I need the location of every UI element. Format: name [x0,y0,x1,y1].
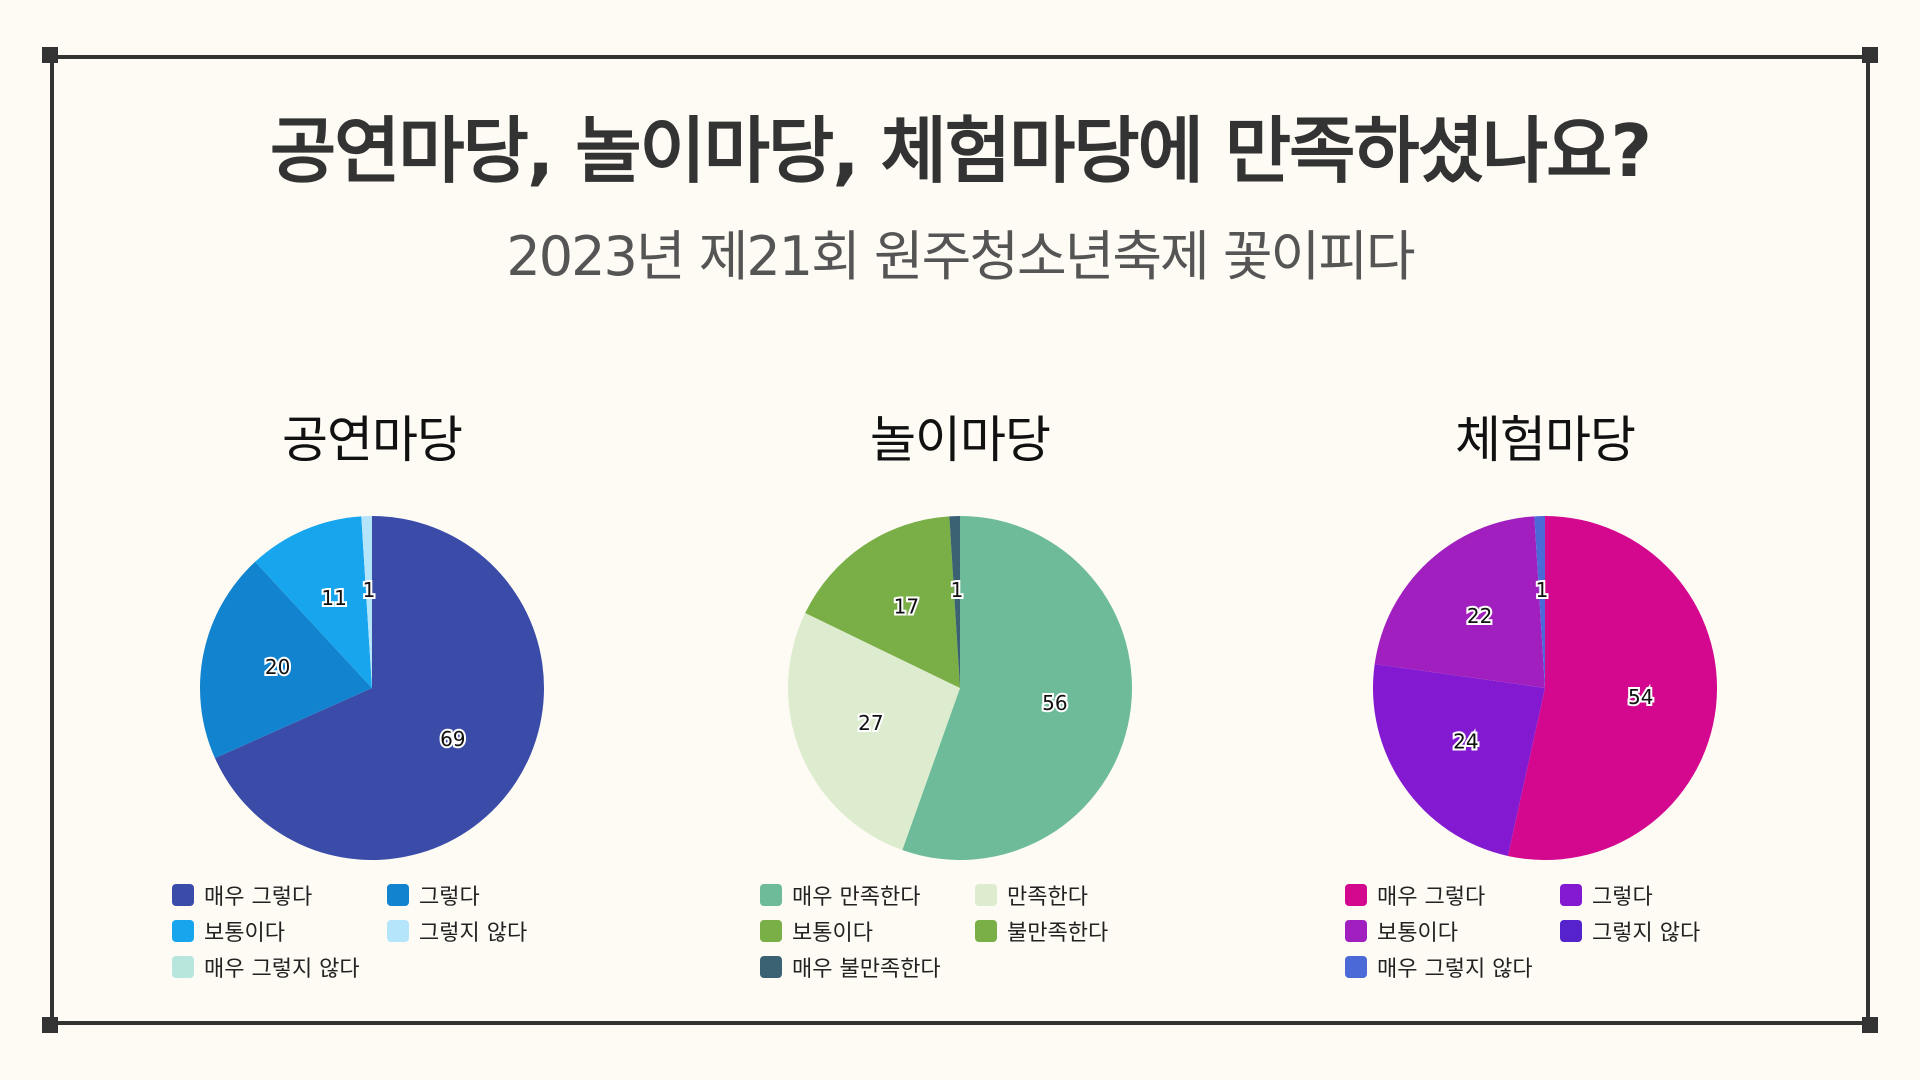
legend-item: 매우 만족한다 [760,882,975,910]
pie-slice [200,561,372,759]
page-subtitle: 2023년 제21회 원주청소년축제 꽃이피다 [506,225,1415,288]
legend-label: 매우 그렇지 않다 [1377,957,1533,982]
legend-swatch [387,884,409,906]
legend-swatch [760,956,782,978]
data-label: 27 [858,711,883,735]
data-label: 22 [1467,604,1492,628]
pie-slice [805,516,960,688]
chart-panel-performance: 공연마당 69 20 11 1 매우 그렇다 그렇다 보통이다 그렇지 않다 매우 그렇지 않… [132,400,612,1000]
data-label: 20 [265,655,290,679]
page-title: 공연마당, 놀이마당, 체험마당에 만족하셨나요? [269,109,1652,193]
legend-item: 그렇지 않다 [1560,918,1775,946]
legend-swatch [1560,920,1582,942]
legend-item: 매우 그렇다 [1345,882,1560,910]
legend-label: 그렇다 [1592,885,1653,910]
pie-slice [1507,516,1717,860]
chart-title: 체험마당 [1455,411,1636,469]
legend-item: 만족한다 [975,882,1190,910]
pie-slice [1374,516,1545,688]
legend-swatch [387,920,409,942]
legend-label: 그렇지 않다 [1592,921,1701,946]
legend-label: 만족한다 [1007,885,1088,910]
pie-chart: 56 27 17 1 [788,516,1132,860]
chart-title: 공연마당 [282,411,463,469]
legend-label: 그렇지 않다 [419,921,528,946]
data-label: 1 [363,578,376,602]
legend-label: 보통이다 [1377,921,1458,946]
legend-label: 매우 그렇다 [1377,885,1486,910]
legend-label: 불만족한다 [1007,921,1109,946]
legend-swatch [172,884,194,906]
legend-swatch [1345,920,1367,942]
legend-item: 매우 불만족한다 [760,954,975,982]
legend-swatch [172,920,194,942]
data-label: 1 [1536,578,1549,602]
legend-label: 매우 그렇지 않다 [204,957,360,982]
legend-swatch [1345,884,1367,906]
legend-item: 그렇다 [1560,882,1775,910]
legend-item: 매우 그렇지 않다 [1345,954,1560,982]
legend-label: 보통이다 [204,921,285,946]
chart-title: 놀이마당 [870,411,1051,469]
data-label: 69 [440,727,465,751]
data-label: 1 [951,578,964,602]
data-label: 24 [1453,729,1478,753]
pie-slice [255,516,372,688]
data-label: 11 [321,586,346,610]
frame-border [50,55,1870,1025]
legend-label: 매우 그렇다 [204,885,313,910]
legend-swatch [760,884,782,906]
pie-slice [214,516,544,860]
legend-swatch [975,884,997,906]
legend-swatch [1560,884,1582,906]
legend-label: 매우 만족한다 [792,885,921,910]
pie-slice [361,516,372,688]
legend-label: 그렇다 [419,885,480,910]
frame-corner-bottom-left [42,1017,58,1033]
pie-slice [788,613,960,851]
pie-slice [1534,516,1545,688]
legend-item: 매우 그렇지 않다 [172,954,387,982]
pie-slice [1373,664,1545,856]
legend-item: 그렇다 [387,882,602,910]
pie-slice [949,516,960,688]
legend-item: 불만족한다 [975,918,1190,946]
legend-item: 보통이다 [172,918,387,946]
pie-slice [902,516,1132,860]
legend-label: 보통이다 [792,921,873,946]
legend-swatch [172,956,194,978]
legend-label: 매우 불만족한다 [792,957,941,982]
legend-item: 보통이다 [760,918,975,946]
frame-corner-bottom-right [1862,1017,1878,1033]
data-label: 17 [894,595,919,619]
frame-corner-top-right [1862,47,1878,63]
pie-chart: 54 24 22 1 [1373,516,1717,860]
legend-swatch [760,920,782,942]
legend-swatch [975,920,997,942]
frame-corner-top-left [42,47,58,63]
legend-item: 매우 그렇다 [172,882,387,910]
legend-swatch [1345,956,1367,978]
legend-item: 보통이다 [1345,918,1560,946]
data-label: 56 [1042,691,1067,715]
legend-item: 그렇지 않다 [387,918,602,946]
data-label: 54 [1628,685,1653,709]
